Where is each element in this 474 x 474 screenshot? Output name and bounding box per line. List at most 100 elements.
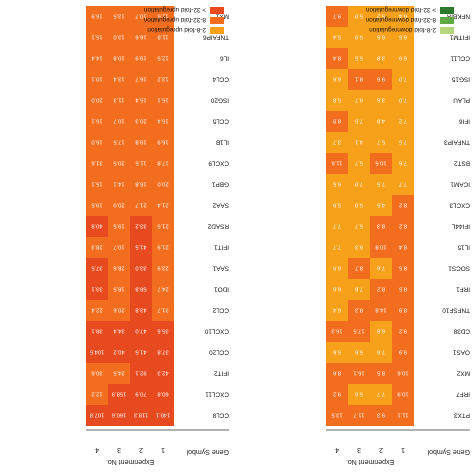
cell-value: 8.6 (333, 370, 341, 376)
gene-label: TNFAIP6 (203, 34, 229, 41)
cell-value: 8.5 (399, 265, 407, 271)
heatmap-cell (348, 279, 370, 300)
cell-value: 24.7 (157, 286, 168, 292)
heatmap-cell (86, 195, 108, 216)
gene-label: IFIT2 (214, 370, 229, 377)
heatmap-cell (326, 321, 348, 342)
heatmap-cell (86, 132, 108, 153)
heatmap-cell (86, 69, 108, 90)
heatmap-cell (348, 27, 370, 48)
legend-swatch (210, 17, 224, 24)
cell-value: 92.1 (135, 370, 146, 376)
heatmap-cell (108, 27, 130, 48)
heatmap-cell (108, 363, 130, 384)
gene-label: ICAM1 (450, 181, 470, 188)
heatmap-cell (370, 69, 392, 90)
heatmap-cell (392, 300, 414, 321)
cell-value: 8.4 (332, 55, 341, 61)
cell-value: 140.1 (156, 412, 171, 418)
heatmap-cell (108, 300, 130, 321)
cell-value: 8.9 (333, 118, 341, 124)
heatmap-cell (86, 6, 108, 27)
cell-value: 9.7 (333, 13, 341, 19)
heatmap-cell (326, 279, 348, 300)
heatmap-cell (130, 132, 152, 153)
cell-value: 12.5 (157, 55, 168, 61)
cell-value: 10.8 (375, 244, 386, 250)
heatmap-cell (326, 384, 348, 405)
cell-value: 11.1 (398, 412, 409, 418)
cell-value: 13.5 (113, 13, 124, 19)
cell-value: 20.0 (91, 97, 102, 103)
cell-value: 8.5 (377, 370, 385, 376)
heatmap-cell (86, 405, 108, 426)
cell-value: 7.0 (399, 97, 407, 103)
cell-value: 10.7 (113, 118, 124, 124)
heatmap-cell (86, 174, 108, 195)
heatmap-cell (392, 405, 414, 426)
column-number-label: 1 (401, 446, 405, 453)
cell-value: 5.4 (332, 34, 341, 40)
cell-value: 5.6 (355, 349, 363, 355)
gene-label: CCL2 (212, 307, 229, 314)
cell-value: 15.4 (157, 118, 169, 124)
heatmap-cell (348, 342, 370, 363)
cell-value: 41.5 (135, 244, 146, 250)
cell-value: 8.2 (399, 202, 407, 208)
cell-value: 13.4 (113, 76, 125, 82)
cell-value: 19.8 (135, 139, 146, 145)
cell-value: 43.8 (135, 307, 146, 313)
cell-value: 21.7 (135, 202, 146, 208)
heatmap-cell (348, 363, 370, 384)
gene-label: CXCL10 (204, 328, 229, 335)
heatmap-cell (348, 237, 370, 258)
cell-value: 8.2 (377, 286, 385, 292)
cell-value: 12.2 (91, 391, 102, 397)
cell-value: 10.9 (397, 391, 408, 397)
cell-value: 14.1 (113, 181, 124, 187)
heatmap-cell (348, 6, 370, 27)
column-number-label: 2 (379, 446, 383, 453)
column-number-label: 3 (357, 446, 361, 453)
cell-value: 8.2 (399, 223, 407, 229)
cell-value: 16.0 (91, 139, 102, 145)
legend-swatch (210, 27, 224, 34)
cell-value: 11.6 (332, 160, 343, 166)
cell-value: 11.8 (158, 34, 169, 40)
gene-label: IL15 (457, 244, 470, 251)
cell-value: 3.8 (377, 55, 385, 61)
gene-symbol-header: Gene Symbol (186, 448, 229, 455)
cell-value: 40.2 (113, 349, 124, 355)
gene-label: MX2 (456, 370, 470, 377)
heatmap-cell (86, 321, 108, 342)
gene-label: IFI44L (451, 223, 470, 230)
gene-label: IRF7 (456, 391, 470, 398)
heatmap-cell (152, 153, 174, 174)
gene-label: CXCL3 (449, 202, 470, 209)
cell-value: 33.1 (91, 286, 102, 292)
cell-value: 70.9 (135, 391, 146, 397)
heatmap-cell (108, 342, 130, 363)
heatmap-cell (370, 405, 392, 426)
cell-value: 6.4 (398, 13, 407, 19)
legend-label: 8-32-fold downregulation (365, 16, 436, 23)
heatmap-cell (86, 27, 108, 48)
gene-label: CD38 (453, 328, 470, 335)
heatmap-cell (370, 27, 392, 48)
gene-label: CXCL11 (205, 391, 229, 398)
heatmap-cell (348, 384, 370, 405)
heatmap-cell (86, 300, 108, 321)
heatmap-cell (130, 258, 152, 279)
cell-value: 31.6 (91, 160, 102, 166)
heatmap-cell (108, 195, 130, 216)
cell-value: 33.0 (135, 265, 146, 271)
cell-value: 5.6 (355, 391, 363, 397)
cell-value: 15.1 (91, 181, 102, 187)
heatmap-cell (370, 300, 392, 321)
cell-value: 16.3 (331, 328, 342, 334)
gene-label: IL1B (216, 139, 229, 146)
heatmap-cell (370, 321, 392, 342)
cell-value: 5.6 (333, 349, 341, 355)
heatmap-cell (152, 195, 174, 216)
